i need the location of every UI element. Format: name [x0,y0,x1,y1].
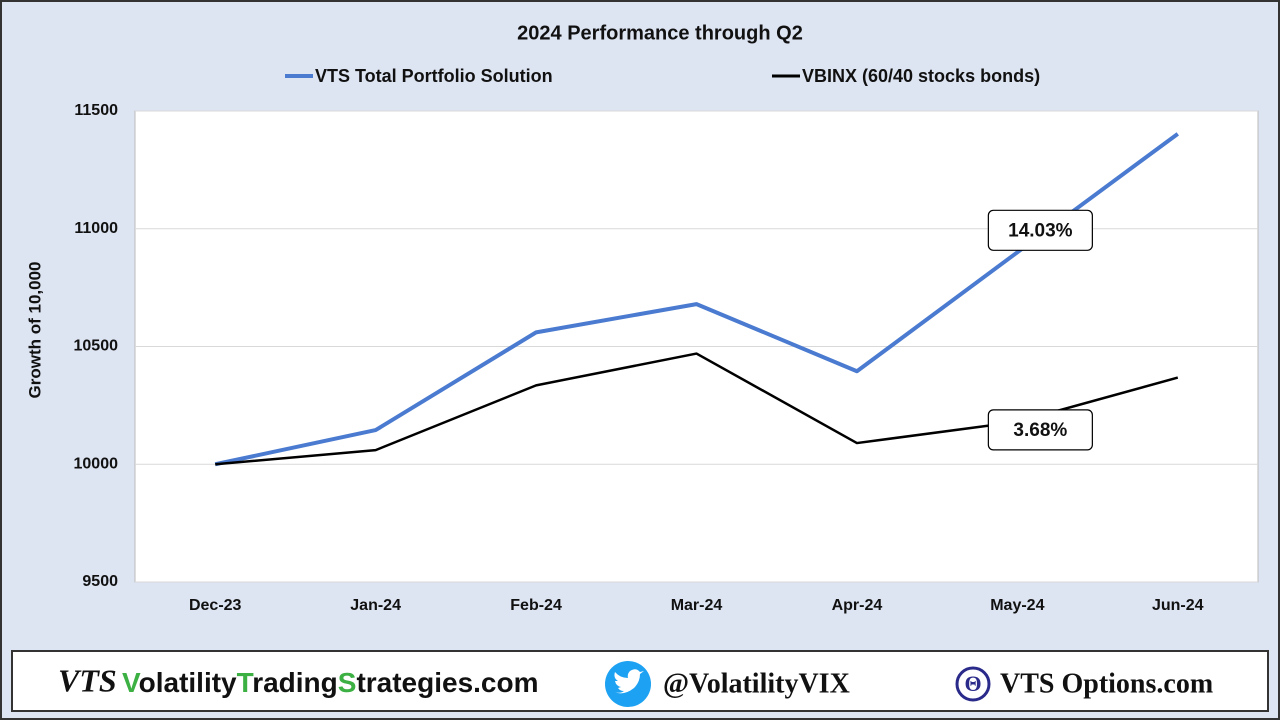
site-part: T [237,667,254,698]
x-tick-label: Mar-24 [671,597,723,614]
annotation-box [987,409,1093,451]
legend-label: VBINX (60/40 stocks bonds) [802,66,1040,86]
x-tick-label: Apr-24 [832,597,883,614]
site-part: V [122,667,141,698]
y-tick-label: 10000 [74,455,119,472]
x-tick-label: Dec-23 [189,597,242,614]
theta-symbol: Θ [964,671,981,696]
series-line [214,132,1179,467]
site-part: trategies.com [356,667,538,698]
y-tick-label: 11000 [74,220,118,237]
y-tick-label: 9500 [82,573,118,590]
x-tick-label: Jan-24 [350,597,401,614]
footer-twitter: @VolatilityVIX [663,668,850,699]
x-tick-label: Jun-24 [1152,597,1204,614]
site-part: rading [252,667,338,698]
y-tick-label: 10500 [74,338,119,355]
annotation: 3.68% [1013,420,1067,441]
y-tick-label: 11500 [74,102,118,119]
theta-icon [955,666,991,702]
y-axis-label: Growth of 10,000 [25,262,44,399]
x-tick-label: Feb-24 [510,597,562,614]
legend-label: VTS Total Portfolio Solution [315,66,553,86]
annotation-box [987,209,1093,251]
footer-options: VTS Options.com [1000,668,1213,699]
annotation: 14.03% [1008,220,1073,241]
site-part: olatility [139,667,237,698]
chart-title: 2024 Performance through Q2 [517,22,803,44]
footer-site: VolatilityTradingStrategies.com [122,667,539,698]
footer-logo: VTS [58,662,117,698]
x-tick-label: May-24 [990,597,1044,614]
site-part: S [338,667,357,698]
twitter-bird [614,669,644,694]
